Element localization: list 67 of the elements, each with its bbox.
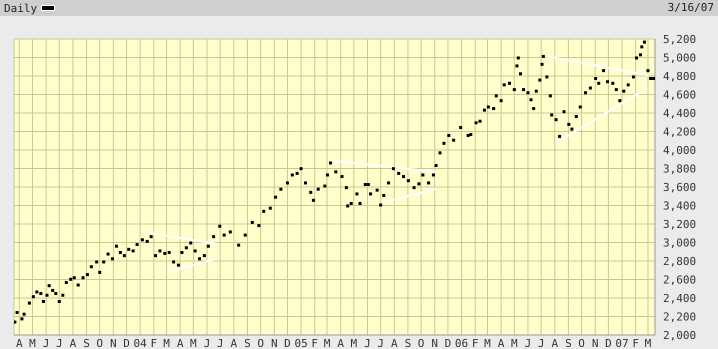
- y-tick-label: 2,400: [663, 292, 696, 305]
- x-tick-label: A: [498, 336, 505, 349]
- x-tick-label: 07: [615, 336, 629, 349]
- x-tick-label: M: [511, 336, 518, 349]
- x-tick-label: O: [578, 336, 585, 349]
- x-tick-label: J: [538, 336, 544, 349]
- x-tick-label: A: [337, 336, 344, 349]
- x-tick-label: J: [42, 336, 50, 349]
- x-tick-label: S: [244, 336, 251, 349]
- x-tick-label: O: [257, 336, 264, 349]
- x-tick-label: S: [565, 336, 572, 349]
- y-tick-label: 2,200: [663, 310, 696, 324]
- x-tick-label: M: [350, 336, 358, 349]
- x-tick-label: N: [110, 336, 117, 349]
- x-tick-label: A: [551, 336, 558, 349]
- x-tick-label: F: [632, 336, 639, 349]
- x-tick-label: A: [16, 336, 23, 349]
- x-tick-label: 05: [294, 336, 308, 349]
- y-tick-label: 5,000: [663, 51, 696, 64]
- y-tick-label: 3,000: [663, 236, 696, 250]
- x-tick-label: J: [364, 336, 371, 349]
- x-tick-label: M: [190, 336, 198, 349]
- y-tick-label: 3,200: [663, 218, 696, 231]
- y-tick-label: 2,000: [663, 328, 696, 342]
- x-tick-label: A: [176, 336, 184, 349]
- x-tick-label: S: [83, 336, 90, 349]
- x-tick-label: M: [644, 336, 652, 349]
- x-tick-label: 06: [454, 336, 468, 349]
- x-tick-label: N: [431, 336, 438, 349]
- y-tick-label: 4,200: [663, 125, 696, 138]
- x-tick-label: M: [324, 336, 331, 349]
- x-tick-label: D: [605, 336, 612, 349]
- x-tick-label: O: [418, 336, 424, 349]
- x-tick-label: N: [592, 336, 599, 349]
- x-tick-label: M: [29, 336, 36, 349]
- x-tick-label: A: [70, 336, 77, 349]
- text: 3/16/07: [668, 1, 714, 14]
- x-tick-label: N: [270, 336, 278, 349]
- x-tick-label: J: [204, 336, 210, 349]
- y-tick-label: 4,000: [663, 144, 696, 157]
- x-tick-label: F: [472, 336, 478, 349]
- y-tick-label: 4,600: [663, 88, 696, 102]
- x-tick-label: A: [390, 336, 398, 349]
- x-tick-label: J: [216, 336, 224, 349]
- y-tick-label: 3,400: [663, 199, 696, 212]
- x-tick-label: D: [284, 336, 291, 349]
- x-tick-label: D: [444, 336, 452, 349]
- y-tick-label: 2,600: [663, 273, 696, 286]
- x-tick-label: J: [56, 336, 63, 349]
- x-tick-label: M: [163, 336, 170, 349]
- y-tick-label: 3,800: [663, 162, 696, 176]
- x-tick-label: O: [96, 336, 104, 349]
- x-tick-label: J: [377, 336, 384, 349]
- y-tick-label: 5,200: [663, 32, 696, 46]
- x-tick-label: S: [404, 336, 412, 349]
- y-tick-label: 2,800: [663, 254, 696, 268]
- x-tick-label: D: [123, 336, 130, 349]
- x-tick-label: F: [311, 336, 318, 349]
- x-tick-label: A: [230, 336, 238, 349]
- legend-label: Daily: [4, 2, 38, 14]
- x-tick-label: J: [524, 336, 532, 349]
- y-tick-label: 3,600: [663, 180, 696, 194]
- y-tick-label: 4,800: [663, 70, 696, 83]
- x-tick-label: M: [484, 336, 492, 349]
- x-tick-label: 04: [134, 336, 148, 349]
- x-tick-label: F: [150, 336, 158, 349]
- y-tick-label: 4,400: [663, 106, 696, 120]
